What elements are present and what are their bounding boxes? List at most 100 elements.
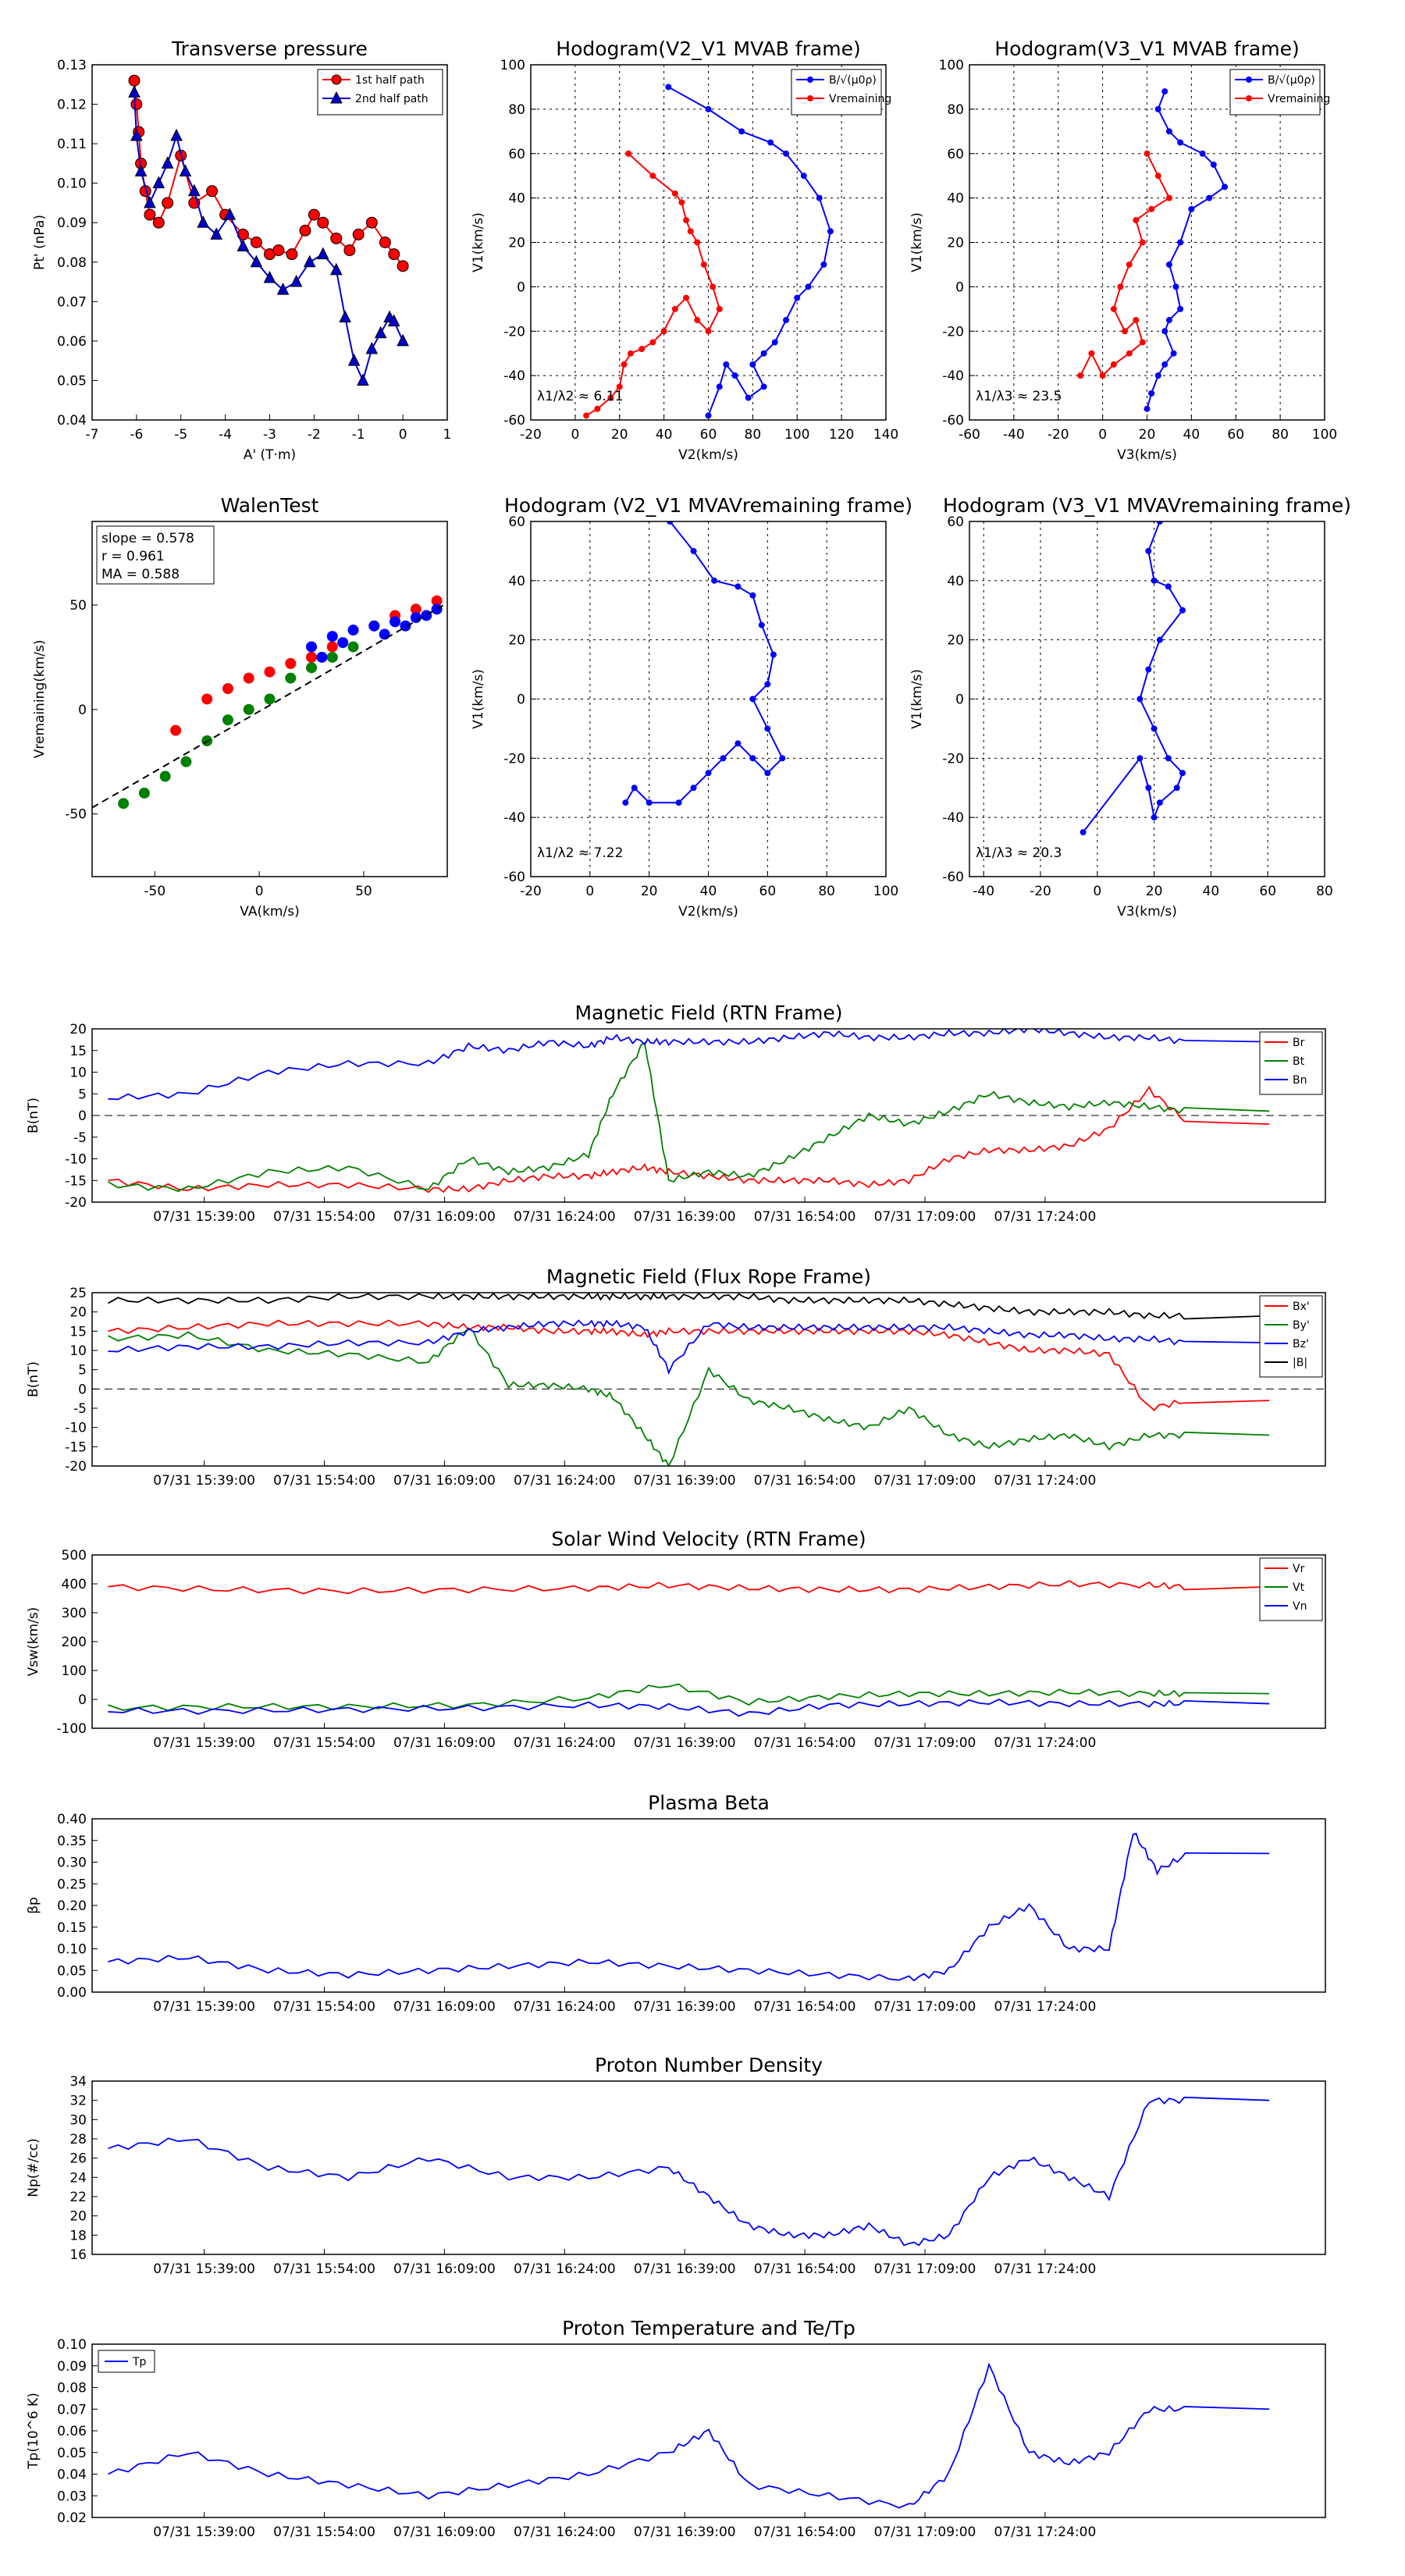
data-point	[316, 651, 328, 663]
data-point	[1148, 390, 1155, 397]
data-point	[671, 190, 678, 197]
data-point	[170, 128, 183, 141]
fit-line	[92, 602, 447, 809]
data-point	[201, 693, 213, 705]
x-tick-label: 07/31 16:24:00	[514, 2261, 616, 2277]
y-tick-label: -5	[73, 1130, 87, 1146]
data-point	[749, 361, 756, 368]
data-point	[357, 373, 369, 386]
data-point	[671, 305, 678, 312]
y-tick-label: -15	[65, 1173, 87, 1189]
legend-label: Vremaining	[1268, 93, 1330, 105]
x-tick-label: 07/31 16:39:00	[634, 2524, 736, 2540]
x-tick-label: 07/31 15:39:00	[153, 1735, 255, 1751]
y-tick-label: 32	[69, 2094, 87, 2109]
y-tick-label: 0.05	[57, 1963, 87, 1979]
legend-label: Br	[1293, 1037, 1305, 1049]
chart-title: Transverse pressure	[171, 37, 368, 60]
y-tick-label: 0.05	[57, 373, 87, 389]
y-tick-label: 200	[62, 1635, 87, 1650]
chart-title: Solar Wind Velocity (RTN Frame)	[551, 1528, 866, 1550]
x-tick-label: 20	[611, 427, 628, 443]
legend-label: B/√(μ0ρ)	[829, 74, 877, 87]
data-point	[1139, 239, 1146, 246]
y-tick-label: 100	[62, 1663, 87, 1679]
x-tick-label: 20	[1139, 427, 1156, 443]
data-point	[1110, 305, 1117, 312]
data-point	[749, 592, 756, 599]
x-tick-label: 07/31 16:39:00	[634, 2261, 736, 2277]
data-point	[760, 383, 767, 390]
data-point	[1156, 799, 1163, 806]
data-point	[1154, 105, 1161, 112]
y-tick-label: 500	[62, 1548, 87, 1564]
data-point	[1139, 339, 1146, 346]
data-point	[243, 672, 254, 684]
data-point	[690, 785, 697, 792]
data-point	[365, 216, 378, 229]
plot-area	[108, 2096, 1270, 2247]
data-point	[1165, 128, 1172, 135]
y-axis-label: Vremaining(km/s)	[32, 640, 48, 759]
data-point	[303, 254, 316, 268]
y-axis-label: B(nT)	[26, 1098, 41, 1133]
x-tick-label: -5	[174, 427, 187, 443]
plot-area	[108, 1832, 1270, 1982]
data-point	[660, 328, 667, 335]
x-tick-label: 80	[745, 427, 762, 443]
x-axis-label: V2(km/s)	[678, 447, 738, 463]
y-tick-label: 34	[69, 2074, 87, 2090]
data-point	[1179, 607, 1186, 614]
data-point	[264, 693, 276, 705]
x-tick-label: -2	[308, 427, 321, 443]
data-point	[1136, 696, 1144, 703]
x-tick-label: 07/31 17:09:00	[874, 1473, 976, 1489]
y-tick-label: 0.10	[57, 2337, 87, 2353]
data-point	[716, 305, 723, 312]
data-point	[749, 755, 756, 762]
series-line	[108, 1319, 1270, 1411]
series-line	[667, 86, 831, 416]
y-tick-label: 60	[508, 147, 525, 162]
data-point	[337, 637, 349, 649]
data-point	[222, 683, 233, 695]
x-tick-label: 07/31 17:24:00	[994, 2261, 1097, 2277]
data-point	[210, 227, 223, 240]
data-point	[290, 274, 303, 287]
data-point	[286, 248, 298, 261]
data-point	[683, 294, 690, 301]
y-tick-label: 20	[508, 236, 525, 251]
y-tick-label: 20	[947, 236, 964, 251]
x-tick-label: 07/31 16:09:00	[393, 2261, 496, 2277]
data-point	[827, 228, 834, 235]
y-tick-label: -60	[942, 413, 964, 429]
data-point	[800, 173, 807, 180]
plot-area	[108, 1029, 1270, 1194]
x-tick-label: 07/31 16:24:00	[514, 1735, 616, 1751]
y-tick-label: 5	[78, 1363, 87, 1379]
chart-title: WalenTest	[221, 494, 319, 517]
x-tick-label: 07/31 15:54:00	[273, 1473, 375, 1489]
x-tick-label: 07/31 17:09:00	[874, 2261, 976, 2277]
data-point	[431, 603, 443, 615]
data-point	[621, 361, 628, 368]
data-point	[764, 770, 771, 777]
data-point	[1133, 317, 1140, 324]
y-tick-label: 0.09	[57, 215, 87, 231]
chart-title: Hodogram(V3_V1 MVAB frame)	[994, 37, 1299, 60]
axes-frame	[530, 521, 887, 877]
y-tick-label: 40	[508, 574, 525, 589]
data-point	[379, 628, 390, 640]
y-tick-label: 0.04	[57, 2467, 87, 2483]
axes-frame	[91, 64, 448, 421]
data-point	[180, 756, 192, 767]
y-tick-label: 0.02	[57, 2510, 87, 2526]
x-tick-label: 07/31 15:54:00	[273, 1735, 375, 1751]
data-point	[1165, 261, 1172, 268]
y-tick-label: -50	[65, 807, 87, 823]
y-axis-label: B(nT)	[26, 1361, 41, 1397]
series-line	[1080, 153, 1171, 377]
legend	[791, 69, 882, 116]
data-point	[388, 248, 400, 261]
